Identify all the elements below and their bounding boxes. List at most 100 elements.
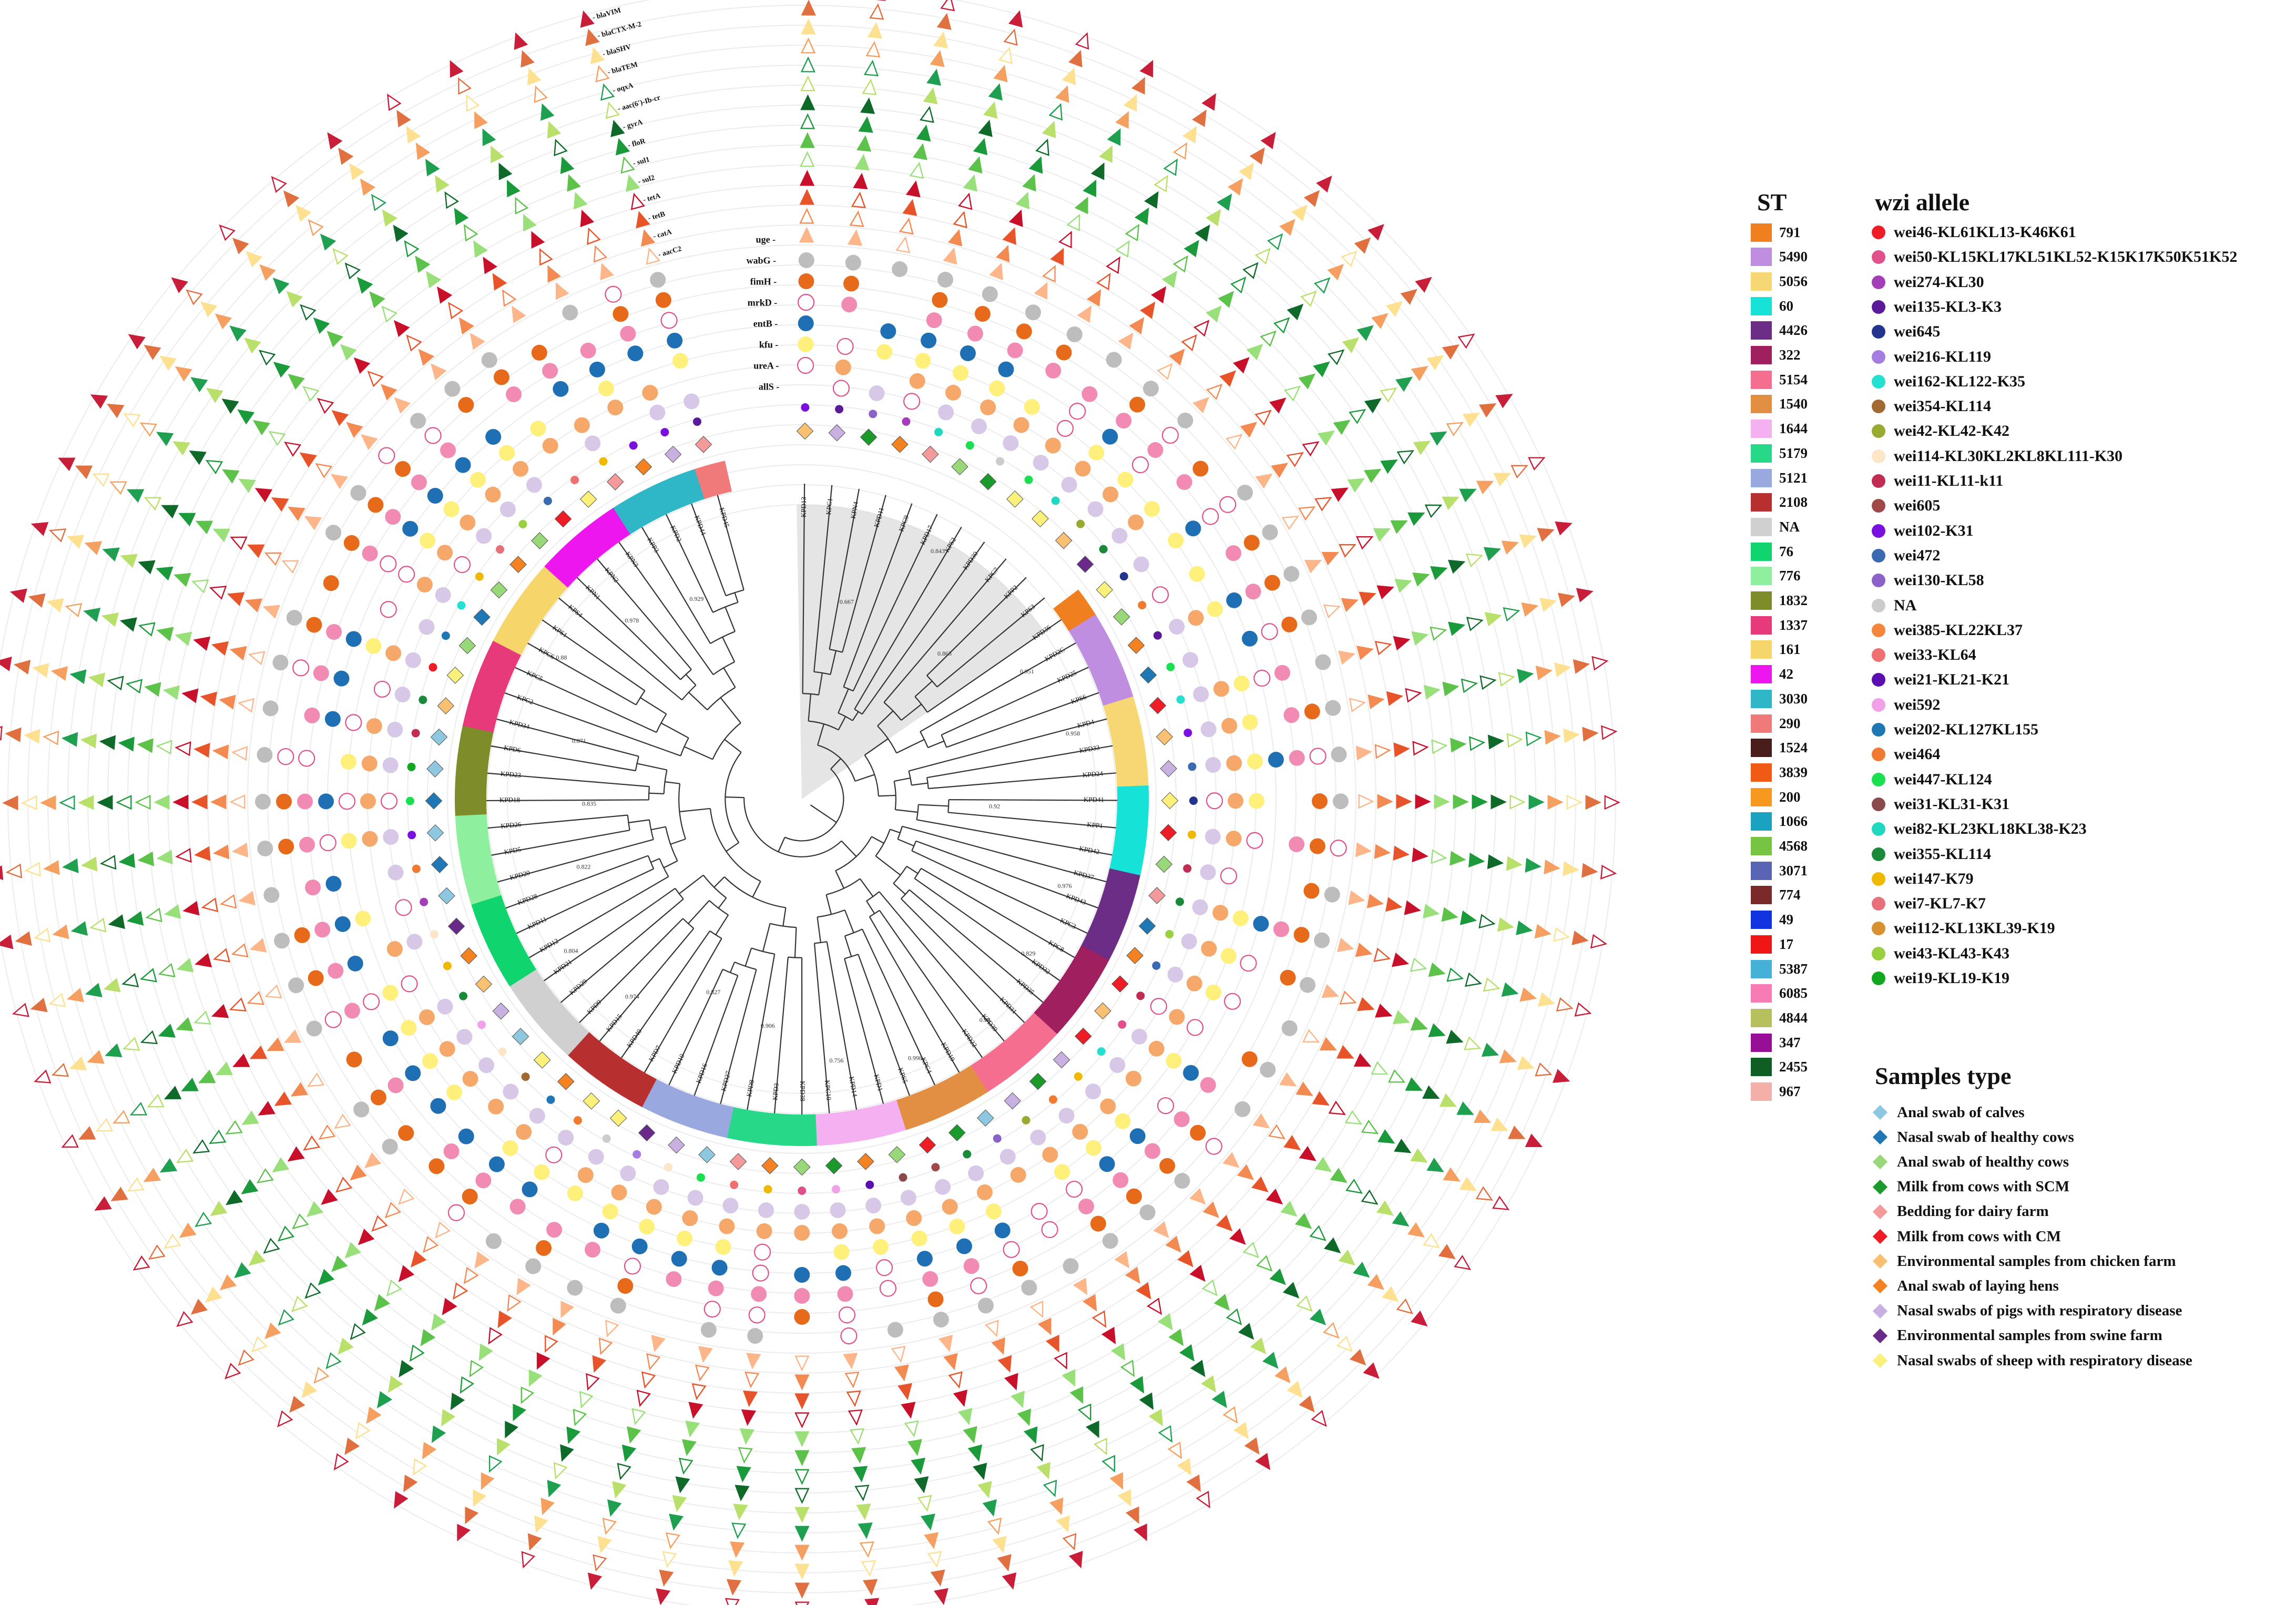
sample-diamond <box>919 1136 936 1154</box>
wzi-legend-item: wei274-KL30 <box>1872 272 1984 293</box>
st-color-swatch <box>1751 591 1772 610</box>
st-legend-item: 2108 <box>1751 492 1808 513</box>
wzi-circle <box>546 1095 555 1104</box>
tree-branch <box>895 809 918 813</box>
virulence-circle <box>903 393 921 410</box>
st-color-swatch <box>1751 223 1772 242</box>
resistance-triangle <box>1242 1241 1260 1259</box>
resistance-triangle <box>847 229 863 246</box>
virulence-circle <box>345 631 362 647</box>
resistance-triangle <box>1299 1146 1317 1161</box>
resistance-triangle <box>1186 1474 1201 1492</box>
st-color-swatch <box>1751 935 1772 954</box>
resistance-triangle <box>457 1524 471 1542</box>
resistance-triangle <box>1287 1381 1303 1398</box>
virulence-circle <box>1261 623 1278 640</box>
wzi-label: wei21-KL21-K21 <box>1894 671 2009 689</box>
sample-legend-item: Anal swab of healthy cows <box>1872 1151 2069 1172</box>
st-label: 60 <box>1779 298 1793 314</box>
virulence-circle <box>588 1149 604 1165</box>
resistance-triangle <box>1604 795 1620 810</box>
virulence-circle <box>642 385 658 401</box>
resistance-triangle <box>1046 1335 1059 1353</box>
strain-label: KPD41 <box>1084 795 1104 803</box>
resistance-triangle <box>1492 1195 1510 1210</box>
resistance-triangle <box>1219 370 1237 387</box>
tree-leaf-branch <box>668 969 723 1086</box>
resistance-triangle <box>355 1422 371 1440</box>
strain-label: KPS5 <box>896 1067 909 1085</box>
resistance-triangle <box>132 1255 150 1271</box>
resistance-triangle <box>194 846 211 861</box>
virulence-circle <box>970 1277 987 1294</box>
resistance-triangle <box>175 366 192 382</box>
virulence-circle <box>1213 681 1229 697</box>
resistance-triangle <box>1193 320 1210 337</box>
sample-diamond <box>583 1092 600 1110</box>
virulence-circle <box>1330 840 1347 857</box>
virulence-circle <box>835 359 851 375</box>
resistance-triangle <box>78 795 94 810</box>
resistance-triangle <box>1390 520 1408 534</box>
resistance-triangle <box>249 938 267 953</box>
resistance-triangle <box>1073 1277 1088 1295</box>
sample-diamond <box>828 424 846 442</box>
wzi-circle <box>1187 830 1196 839</box>
resistance-triangle <box>1139 59 1154 78</box>
st-band-segment <box>526 991 570 1035</box>
resistance-triangle <box>1321 551 1339 566</box>
virulence-circle <box>1125 1070 1141 1087</box>
wzi-circle <box>934 427 943 436</box>
resistance-triangle <box>1262 1352 1279 1369</box>
strain-label: KPC1 <box>824 498 834 515</box>
st-color-swatch <box>1751 886 1772 905</box>
resistance-triangle <box>441 1409 456 1427</box>
resistance-triangle <box>675 1476 690 1494</box>
sample-label: Anal swab of calves <box>1897 1103 2025 1121</box>
wzi-label: wei31-KL31-K31 <box>1894 795 2009 813</box>
resistance-triangle <box>1331 487 1349 502</box>
virulence-circle <box>458 397 474 413</box>
guide-ring <box>447 444 1157 1154</box>
resistance-triangle <box>587 227 601 245</box>
virulence-circle <box>620 325 636 342</box>
resistance-triangle <box>175 847 192 863</box>
virulence-circle <box>1016 323 1032 340</box>
sample-diamond <box>531 532 548 549</box>
resistance-triangle <box>30 998 48 1013</box>
tree-branch <box>911 782 928 786</box>
wzi-circle <box>1183 729 1192 738</box>
resistance-triangle <box>366 1406 382 1424</box>
virulence-circle <box>1221 718 1238 734</box>
virulence-circle <box>715 1239 731 1255</box>
resistance-triangle <box>182 901 200 916</box>
sample-legend-item: Environmental samples from swine farm <box>1872 1325 2162 1346</box>
resistance-triangle <box>277 1410 293 1427</box>
virulence-circle <box>833 1244 850 1260</box>
virulence-circle <box>516 1124 532 1140</box>
sample-diamond <box>579 490 597 508</box>
resistance-triangle <box>794 1431 810 1447</box>
virulence-circle <box>880 323 896 340</box>
virulence-circle <box>1304 703 1320 720</box>
resistance-triangle <box>1412 573 1430 587</box>
wzi-dot-icon <box>1872 499 1885 513</box>
resistance-triangle <box>1120 1359 1135 1377</box>
virulence-circle <box>646 1199 662 1215</box>
resistance-triangle <box>306 1201 324 1218</box>
virulence-circle <box>368 497 384 513</box>
resistance-triangle <box>369 291 385 309</box>
resistance-triangle <box>682 1439 697 1456</box>
resistance-triangle <box>318 1269 335 1286</box>
resistance-triangle <box>1509 794 1526 810</box>
wzi-label: wei355-KL114 <box>1894 845 1991 863</box>
resistance-triangle <box>1537 992 1555 1007</box>
strain-label: KPC6 <box>537 646 556 661</box>
resistance-triangle <box>107 403 125 418</box>
resistance-gene-label: - tetA <box>642 192 661 205</box>
resistance-triangle <box>143 1168 161 1182</box>
resistance-triangle <box>249 1045 268 1059</box>
wzi-dot-icon <box>1872 648 1885 662</box>
virulence-circle <box>798 252 814 269</box>
resistance-triangle <box>1563 728 1580 743</box>
